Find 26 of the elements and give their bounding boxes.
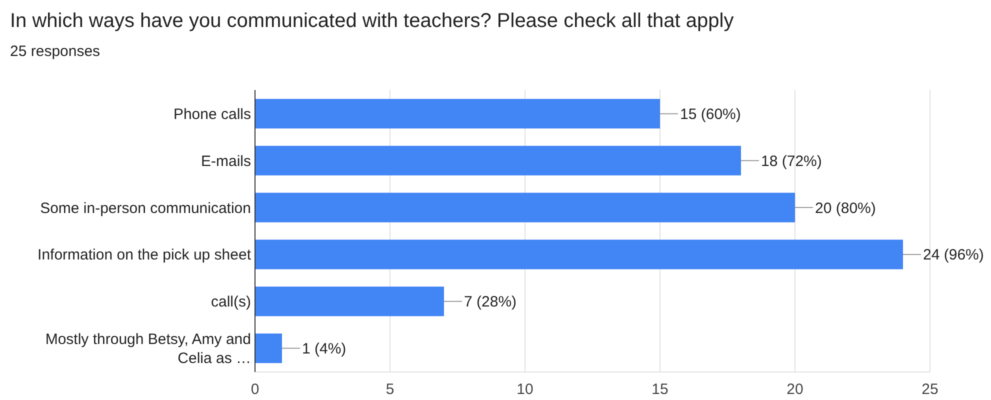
- data-label: 18 (72%): [761, 152, 822, 170]
- bar: [255, 98, 660, 128]
- x-tick-label: 0: [250, 381, 260, 398]
- x-tick-label: 25: [922, 381, 938, 398]
- y-tick-label: Phone calls: [173, 106, 251, 123]
- data-label: 24 (96%): [923, 246, 984, 264]
- bar: [255, 334, 282, 364]
- bar: [255, 192, 795, 222]
- x-tick-label: 5: [386, 381, 394, 398]
- y-tick-label: Mostly through Betsy, Amy and Celia as …: [45, 331, 251, 368]
- y-tick-label: Some in-person communication: [40, 200, 251, 217]
- x-tick-label: 10: [516, 381, 534, 398]
- data-label: 1 (4%): [302, 340, 346, 358]
- text: 25 responses: [10, 43, 100, 60]
- chart-title: In which ways have you communicated with teachers? Please check all that apply: [10, 10, 734, 32]
- y-tick-label: call(s): [211, 294, 251, 311]
- x-tick-label: 15: [652, 381, 668, 398]
- x-tick-label: 20: [786, 381, 804, 398]
- y-tick-label: Information on the pick up sheet: [38, 246, 252, 264]
- data-label: 7 (28%): [464, 294, 517, 311]
- bar: [255, 286, 444, 316]
- bar: [255, 240, 903, 270]
- bar: [255, 146, 741, 176]
- data-label: 15 (60%): [680, 106, 741, 123]
- y-tick-label: E-mails: [200, 152, 251, 170]
- data-label: 20 (80%): [815, 200, 876, 217]
